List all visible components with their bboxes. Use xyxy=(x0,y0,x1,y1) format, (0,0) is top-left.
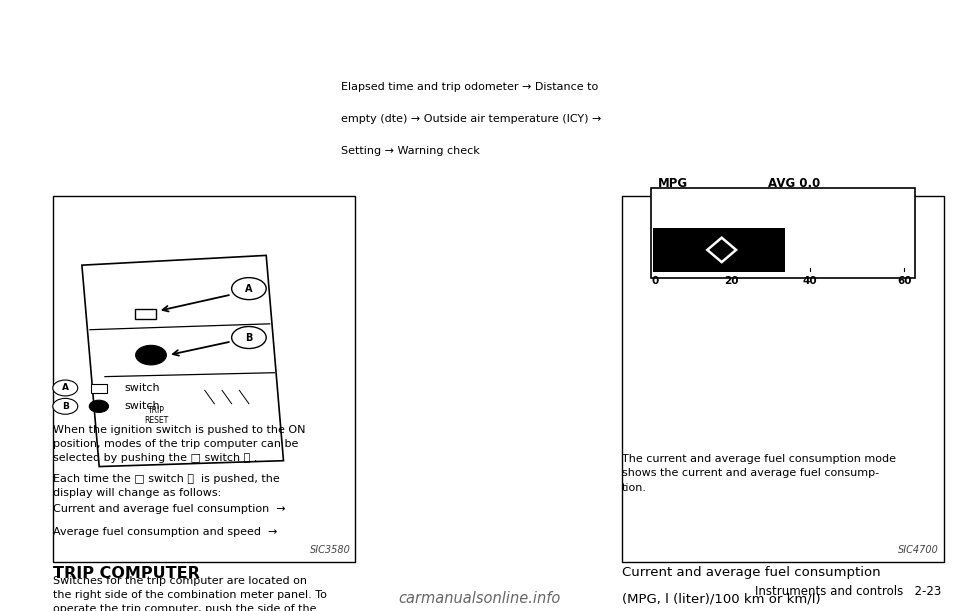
Text: Instruments and controls   2-23: Instruments and controls 2-23 xyxy=(755,585,941,598)
Text: TRIP
RESET: TRIP RESET xyxy=(145,406,169,425)
Text: Switches for the trip computer are located on
the right side of the combination : Switches for the trip computer are locat… xyxy=(53,576,326,611)
FancyBboxPatch shape xyxy=(53,196,355,562)
Text: The current and average fuel consumption mode
shows the current and average fuel: The current and average fuel consumption… xyxy=(622,454,896,493)
Circle shape xyxy=(53,380,78,396)
Text: B: B xyxy=(61,402,69,411)
Text: SIC4700: SIC4700 xyxy=(898,545,939,555)
Bar xyxy=(785,228,910,272)
Text: switch: switch xyxy=(125,401,160,411)
Text: (MPG, l (liter)/100 km or km/l): (MPG, l (liter)/100 km or km/l) xyxy=(622,592,821,605)
Circle shape xyxy=(89,400,108,412)
Text: 60: 60 xyxy=(897,276,912,286)
FancyBboxPatch shape xyxy=(651,188,915,278)
Text: B: B xyxy=(245,332,252,343)
Circle shape xyxy=(231,326,266,348)
Text: 20: 20 xyxy=(724,276,739,286)
Text: 0: 0 xyxy=(651,276,659,286)
Text: empty (dte) → Outside air temperature (ICY) →: empty (dte) → Outside air temperature (I… xyxy=(341,114,601,124)
Bar xyxy=(134,309,156,320)
Circle shape xyxy=(135,345,166,365)
Text: 40: 40 xyxy=(803,276,818,286)
FancyBboxPatch shape xyxy=(622,196,944,562)
Circle shape xyxy=(231,277,266,299)
Text: switch: switch xyxy=(125,383,160,393)
Circle shape xyxy=(53,398,78,414)
Polygon shape xyxy=(82,255,283,467)
Text: Average fuel consumption and speed  →: Average fuel consumption and speed → xyxy=(53,527,277,537)
Text: TRIP COMPUTER: TRIP COMPUTER xyxy=(53,566,200,582)
Bar xyxy=(91,384,107,393)
Text: carmanualsonline.info: carmanualsonline.info xyxy=(398,591,562,606)
Text: Current and average fuel consumption  →: Current and average fuel consumption → xyxy=(53,504,285,514)
Text: Each time the □ switch Ⓐ  is pushed, the
display will change as follows:: Each time the □ switch Ⓐ is pushed, the … xyxy=(53,474,279,498)
Text: MPG: MPG xyxy=(658,177,687,190)
Text: SIC3580: SIC3580 xyxy=(309,545,350,555)
Text: When the ignition switch is pushed to the ON
position, modes of the trip compute: When the ignition switch is pushed to th… xyxy=(53,425,305,464)
Text: Current and average fuel consumption: Current and average fuel consumption xyxy=(622,566,880,579)
Text: A: A xyxy=(245,284,252,294)
Text: A: A xyxy=(61,384,69,392)
Text: AVG 0.0: AVG 0.0 xyxy=(768,177,820,190)
Text: Elapsed time and trip odometer → Distance to: Elapsed time and trip odometer → Distanc… xyxy=(341,82,598,92)
Text: Setting → Warning check: Setting → Warning check xyxy=(341,146,480,156)
Bar xyxy=(653,228,785,272)
